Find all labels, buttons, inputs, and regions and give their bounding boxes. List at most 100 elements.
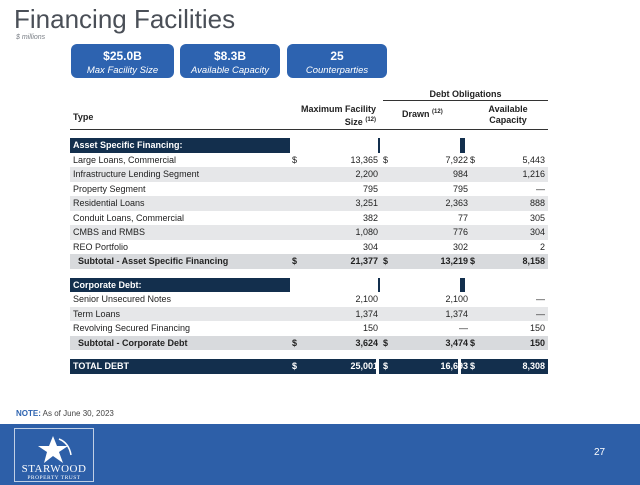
footer-bar bbox=[0, 424, 640, 485]
footnote: NOTE: As of June 30, 2023 bbox=[16, 409, 114, 418]
currency-symbol: $ bbox=[292, 154, 298, 165]
section-cell-blank bbox=[290, 138, 378, 153]
footnote-ref: (12) bbox=[432, 109, 443, 115]
cell-max: 2,100 bbox=[355, 294, 378, 304]
cell-avail: 888 bbox=[529, 198, 545, 208]
section-cell-blank bbox=[290, 277, 378, 292]
table-row: Large Loans, Commercial $ $ $13,365 7,922 5,4… bbox=[70, 153, 548, 168]
cell-max: 25,001 bbox=[350, 361, 378, 371]
cell-max: 3,251 bbox=[355, 198, 378, 208]
section-corporate-debt: Corporate Debt: bbox=[70, 277, 548, 292]
cell-max: 1,080 bbox=[355, 227, 378, 237]
cell-avail: — bbox=[536, 294, 545, 304]
col-header-type: Type bbox=[73, 112, 94, 122]
table-row: Conduit Loans, Commercial 382 77 305 bbox=[70, 211, 548, 226]
cell-drawn: 3,474 bbox=[445, 337, 468, 348]
col-header-max-facility: Maximum Facility Size (12) bbox=[290, 104, 376, 128]
note-text: As of June 30, 2023 bbox=[42, 409, 114, 418]
star-icon bbox=[38, 436, 72, 463]
row-label: REO Portfolio bbox=[73, 241, 129, 252]
subtotal-row: Subtotal - Asset Specific Financing $ $ $21… bbox=[70, 254, 548, 269]
section-asset-specific: Asset Specific Financing: bbox=[70, 138, 548, 153]
table-row: Revolving Secured Financing 150 — 150 bbox=[70, 321, 548, 336]
row-label: Conduit Loans, Commercial bbox=[73, 212, 185, 223]
logo-subtitle: PROPERTY TRUST bbox=[27, 475, 81, 481]
cell-drawn: 1,374 bbox=[445, 308, 468, 319]
group-header-debt-obligations: Debt Obligations bbox=[429, 89, 502, 99]
currency-symbol: $ bbox=[383, 154, 389, 165]
cell-gap bbox=[376, 359, 379, 374]
cell-avail: 150 bbox=[529, 323, 545, 333]
note-label: NOTE: bbox=[16, 409, 41, 418]
cell-avail: 304 bbox=[529, 227, 545, 237]
cell-max: 13,365 bbox=[350, 154, 378, 165]
cell-max: 382 bbox=[362, 212, 378, 223]
row-label: Property Segment bbox=[73, 183, 146, 194]
row-label: TOTAL DEBT bbox=[73, 361, 129, 371]
row-label: Residential Loans bbox=[73, 198, 145, 208]
cell-max: 21,377 bbox=[350, 256, 378, 266]
cell-avail: 1,216 bbox=[522, 169, 545, 179]
row-label: Senior Unsecured Notes bbox=[73, 294, 172, 304]
table-row: Residential Loans 3,251 2,363 888 bbox=[70, 196, 548, 211]
page-title: Financing Facilities bbox=[14, 4, 236, 34]
page-number: 27 bbox=[594, 447, 606, 458]
cell-gap bbox=[458, 359, 461, 374]
col-header-avail-line2: Capacity bbox=[489, 115, 527, 125]
col-header-drawn-label: Drawn bbox=[402, 109, 430, 119]
section-label: Corporate Debt: bbox=[73, 279, 142, 290]
group-header-rule bbox=[383, 100, 548, 101]
row-label: Subtotal - Asset Specific Financing bbox=[78, 256, 229, 266]
table-row: Senior Unsecured Notes 2,100 2,100 — bbox=[70, 292, 548, 307]
section-cell-blank bbox=[465, 277, 548, 292]
currency-symbol: $ bbox=[470, 256, 476, 266]
table-row: Property Segment 795 795 — bbox=[70, 182, 548, 197]
table-row: Infrastructure Lending Segment 2,200 984 1,… bbox=[70, 167, 548, 182]
section-cell-blank bbox=[380, 138, 460, 153]
kpi-label: Max Facility Size bbox=[86, 65, 159, 76]
table-row: CMBS and RMBS 1,080 776 304 bbox=[70, 225, 548, 240]
logo-name: STARWOOD bbox=[21, 463, 87, 475]
cell-drawn: 2,363 bbox=[445, 198, 468, 208]
cell-max: 3,624 bbox=[355, 337, 378, 348]
cell-drawn: 984 bbox=[452, 169, 468, 179]
currency-symbol: $ bbox=[470, 337, 476, 348]
kpi-counterparties: 25 Counterparties bbox=[287, 44, 387, 78]
col-header-max-line2: Size bbox=[344, 117, 363, 127]
page-subtitle: $ millions bbox=[16, 34, 46, 41]
kpi-value: $25.0B bbox=[103, 49, 142, 63]
cell-drawn: 776 bbox=[452, 227, 468, 237]
cell-max: 150 bbox=[362, 323, 378, 333]
cell-max: 304 bbox=[362, 241, 378, 252]
currency-symbol: $ bbox=[292, 256, 298, 266]
section-label: Asset Specific Financing: bbox=[73, 140, 183, 150]
col-header-avail-line1: Available bbox=[488, 104, 528, 114]
section-cell-blank bbox=[380, 277, 460, 292]
total-row: TOTAL DEBT $ $ $25,001 16,693 8,308 bbox=[70, 359, 548, 374]
currency-symbol: $ bbox=[470, 154, 476, 165]
cell-drawn: 2,100 bbox=[445, 294, 468, 304]
cell-max: 1,374 bbox=[355, 308, 378, 319]
company-logo: STARWOOD PROPERTY TRUST bbox=[14, 428, 94, 482]
kpi-label: Counterparties bbox=[305, 65, 369, 76]
row-label: Infrastructure Lending Segment bbox=[73, 169, 200, 179]
col-header-max-line1: Maximum Facility bbox=[300, 104, 376, 114]
cell-avail: 305 bbox=[529, 212, 545, 223]
cell-avail: 150 bbox=[529, 337, 545, 348]
cell-max: 795 bbox=[362, 183, 378, 194]
currency-symbol: $ bbox=[470, 361, 476, 371]
kpi-available-capacity: $8.3B Available Capacity bbox=[180, 44, 280, 78]
cell-drawn: — bbox=[459, 323, 468, 333]
cell-drawn: 16,693 bbox=[440, 361, 468, 371]
cell-drawn: 302 bbox=[452, 241, 468, 252]
cell-avail: 8,158 bbox=[522, 256, 545, 266]
kpi-value: 25 bbox=[330, 49, 344, 63]
currency-symbol: $ bbox=[292, 337, 298, 348]
row-label: Large Loans, Commercial bbox=[73, 154, 177, 165]
cell-drawn: 7,922 bbox=[445, 154, 468, 165]
subtotal-row: Subtotal - Corporate Debt $ $ $3,624 3,474 15… bbox=[70, 335, 548, 350]
footnote-ref: (12) bbox=[365, 117, 376, 123]
cell-max: 2,200 bbox=[355, 169, 378, 179]
cell-drawn: 13,219 bbox=[440, 256, 468, 266]
cell-avail: 2 bbox=[539, 241, 545, 252]
